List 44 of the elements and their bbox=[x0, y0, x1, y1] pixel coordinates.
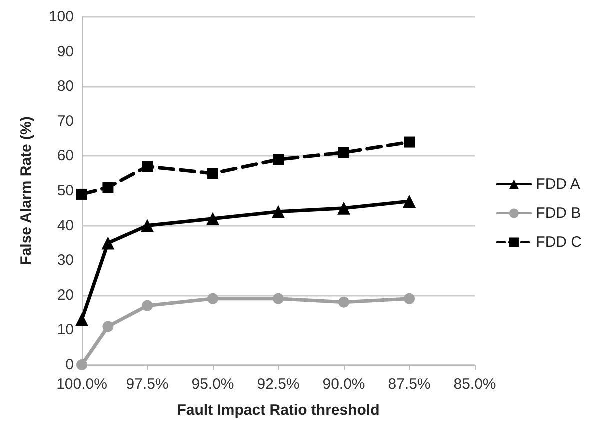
point bbox=[272, 205, 285, 218]
legend-label: FDD A bbox=[536, 176, 580, 193]
y-tick-label: 20 bbox=[57, 286, 74, 304]
y-axis-title: False Alarm Rate (%) bbox=[18, 116, 35, 266]
point bbox=[208, 293, 218, 304]
x-tick-label: 90.0% bbox=[322, 376, 366, 393]
y-tick-label: 70 bbox=[57, 112, 74, 130]
point bbox=[338, 147, 350, 158]
point bbox=[76, 313, 88, 326]
x-tick-label: 97.5% bbox=[126, 376, 169, 393]
point bbox=[403, 194, 416, 208]
point bbox=[142, 161, 153, 172]
point bbox=[273, 154, 284, 166]
y-tick-label: 90 bbox=[57, 43, 74, 60]
point bbox=[102, 321, 114, 332]
y-tick-label: 100 bbox=[48, 8, 74, 26]
point bbox=[338, 296, 350, 308]
legend-label: FDD C bbox=[536, 234, 582, 251]
y-tick-label: 60 bbox=[57, 148, 74, 165]
point bbox=[76, 188, 88, 200]
point bbox=[76, 360, 88, 370]
y-tick-label: 30 bbox=[57, 252, 74, 270]
point bbox=[142, 300, 153, 312]
y-tick-label: 40 bbox=[57, 217, 74, 234]
point bbox=[102, 182, 114, 194]
x-tick-label: 95.0% bbox=[192, 376, 234, 393]
y-tick-label: 0 bbox=[66, 356, 74, 374]
y-tick-label: 10 bbox=[57, 322, 74, 339]
point bbox=[141, 219, 154, 232]
x-tick-label: 100.0% bbox=[56, 376, 108, 393]
point bbox=[404, 136, 415, 148]
point bbox=[273, 293, 284, 304]
y-tick-label: 50 bbox=[57, 182, 74, 200]
y-tick-label: 80 bbox=[57, 78, 74, 96]
point bbox=[208, 168, 218, 180]
x-axis-title: Fault Impact Ratio threshold bbox=[177, 402, 380, 419]
x-tick-label: 85.0% bbox=[454, 376, 496, 393]
x-tick-label: 92.5% bbox=[257, 376, 300, 393]
x-tick-label: 87.5% bbox=[388, 376, 431, 393]
point bbox=[338, 202, 350, 215]
point bbox=[102, 236, 115, 250]
point bbox=[206, 212, 220, 226]
legend-label: FDD B bbox=[536, 205, 582, 222]
point bbox=[404, 293, 415, 304]
